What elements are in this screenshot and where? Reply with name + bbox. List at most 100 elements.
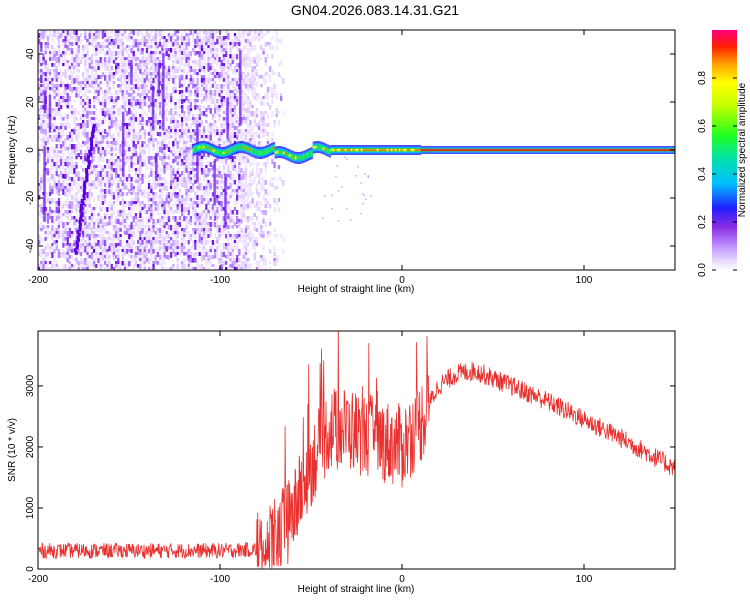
heatmap-cell: [66, 201, 69, 207]
heatmap-cell: [57, 201, 61, 207]
heatmap-cell: [115, 264, 118, 268]
heatmap-cell: [273, 72, 276, 76]
heatmap-cell: [95, 186, 98, 190]
heatmap-cell: [71, 48, 74, 52]
heatmap-cell: [104, 114, 107, 118]
heatmap-cell: [244, 120, 248, 124]
heatmap-cell: [233, 207, 237, 211]
heatmap-cell: [93, 261, 96, 266]
heatmap-cell: [119, 78, 122, 83]
heatmap-cell: [139, 171, 142, 176]
heatmap-cell: [176, 261, 179, 266]
heatmap-cell: [46, 243, 50, 249]
heatmap-cell: [134, 135, 138, 141]
heatmap-cell: [126, 99, 129, 103]
heatmap-cell: [253, 87, 256, 92]
heatmap-cell: [231, 102, 234, 107]
heatmap-cell: [159, 264, 162, 268]
heatmap-cell: [161, 138, 164, 143]
heatmap-cell: [183, 51, 186, 57]
heatmap-cell: [90, 69, 94, 74]
heatmap-cell: [262, 183, 265, 187]
heatmap-cell: [238, 186, 241, 190]
heatmap-cell: [101, 234, 105, 239]
heatmap-cell: [181, 135, 184, 141]
heatmap-cell: [214, 96, 217, 101]
heatmap-cell: [73, 225, 76, 230]
heatmap-cell: [181, 201, 184, 207]
heatmap-cell: [152, 225, 155, 229]
heatmap-cell: [119, 165, 122, 171]
heatmap-cell: [183, 213, 186, 217]
heatmap-cell: [170, 225, 173, 231]
heatmap-cell: [66, 135, 69, 140]
heatmap-cell: [203, 87, 206, 92]
heatmap-cell: [220, 249, 223, 253]
heatmap-cell: [247, 96, 250, 101]
heatmap-cell: [84, 150, 87, 156]
heatmap-cell: [181, 246, 184, 252]
heatmap-cell: [49, 75, 52, 80]
heatmap-cell: [119, 57, 122, 63]
heatmap-cell: [300, 155, 303, 160]
heatmap-cell: [110, 135, 113, 139]
heatmap-cell: [93, 87, 96, 91]
heatmap-cell: [198, 201, 201, 205]
heatmap-cell: [97, 222, 100, 228]
heatmap-cell: [236, 267, 239, 270]
heatmap-cell: [165, 267, 168, 270]
heatmap-cell: [220, 63, 223, 68]
heatmap-cell: [192, 189, 195, 192]
heatmap-cell: [112, 75, 116, 80]
heatmap-cell: [178, 156, 182, 162]
heatmap-cell: [200, 36, 204, 41]
heatmap-cell: [218, 201, 221, 206]
heatmap-cell: [170, 243, 173, 247]
heatmap-cell: [185, 249, 188, 255]
heatmap-cell: [183, 120, 186, 124]
heatmap-cell: [185, 207, 188, 212]
heatmap-cell: [211, 129, 215, 135]
heatmap-cell: [229, 183, 232, 189]
heatmap-cell: [198, 234, 201, 239]
heatmap-cell: [187, 219, 190, 225]
heatmap-cell: [143, 84, 146, 90]
heatmap-cell: [126, 111, 129, 117]
heatmap-cell: [99, 141, 102, 145]
heatmap-cell: [126, 219, 129, 223]
heatmap-cell: [73, 30, 76, 35]
heatmap-cell: [60, 144, 63, 149]
heatmap-cell: [66, 210, 69, 215]
heatmap-cell: [194, 234, 197, 238]
heatmap-cell: [64, 51, 67, 56]
heatmap-cell: [172, 228, 175, 234]
heatmap-cell: [154, 48, 157, 53]
heatmap-cell: [198, 111, 201, 116]
heatmap-cell: [262, 219, 265, 224]
heatmap-cell: [132, 51, 135, 57]
heatmap-cell: [196, 264, 199, 270]
heatmap-cell: [137, 198, 140, 203]
heatmap-cell: [117, 183, 120, 189]
heatmap-cell: [205, 249, 208, 254]
heatmap-cell: [95, 246, 98, 250]
heatmap-cell: [40, 237, 43, 241]
heatmap-cell: [174, 228, 177, 234]
heatmap-cell: [152, 261, 155, 265]
heatmap-cell: [84, 105, 87, 110]
heatmap-cell: [194, 45, 197, 49]
heatmap-cell: [183, 36, 186, 41]
heatmap-cell: [159, 63, 162, 69]
heatmap-cell: [62, 249, 65, 253]
heatmap-cell: [220, 48, 223, 54]
heatmap-cell: [163, 177, 166, 183]
heatmap-cell: [172, 126, 175, 132]
heatmap-cell: [231, 255, 234, 261]
heatmap-cell: [227, 240, 230, 246]
heatmap-cell: [95, 60, 98, 65]
heatmap-cell: [117, 189, 120, 193]
heatmap-cell: [132, 78, 135, 82]
heatmap-cell: [64, 99, 67, 104]
heatmap-cell: [87, 160, 91, 165]
heatmap-cell: [75, 93, 78, 98]
